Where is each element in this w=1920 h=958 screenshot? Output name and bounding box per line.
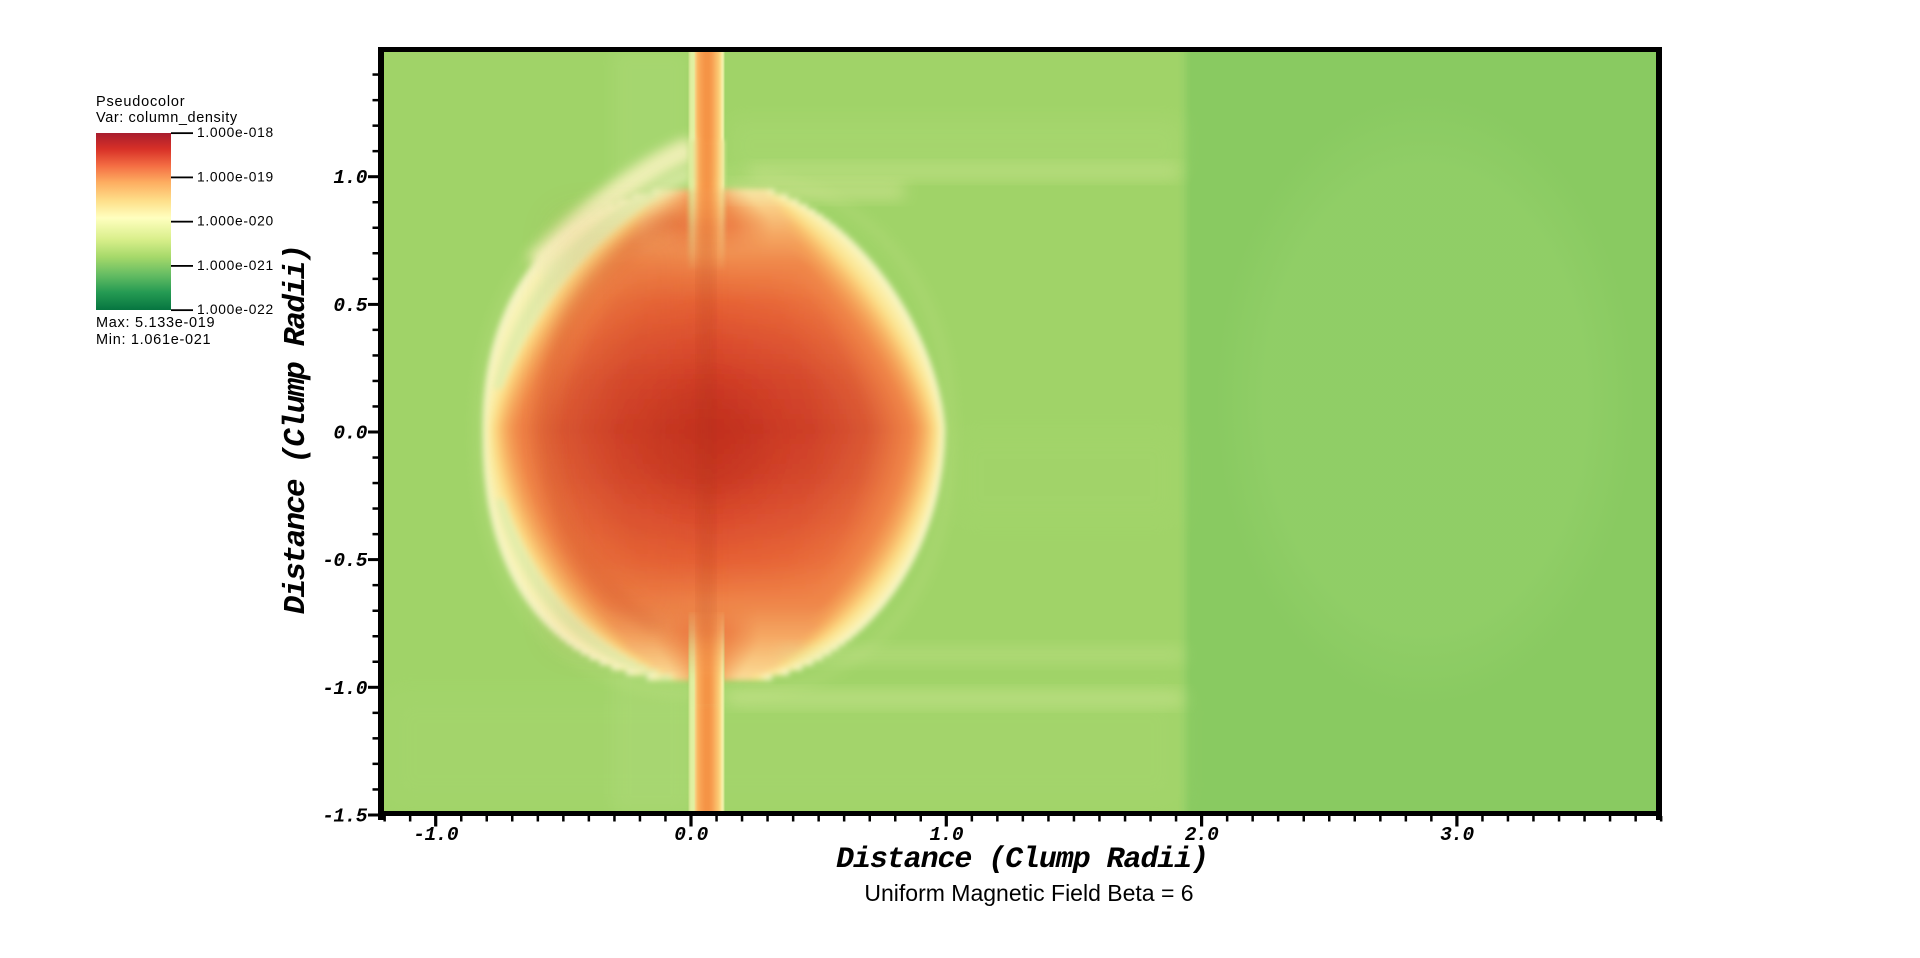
- svg-text:1.0: 1.0: [929, 824, 963, 846]
- svg-text:Min: 1.061e-021: Min: 1.061e-021: [96, 332, 211, 348]
- svg-text:0.0: 0.0: [674, 824, 708, 846]
- svg-text:Max: 5.133e-019: Max: 5.133e-019: [96, 315, 215, 331]
- svg-text:1.000e-020: 1.000e-020: [197, 214, 274, 229]
- svg-text:1.000e-018: 1.000e-018: [197, 125, 274, 140]
- svg-text:Var: column_density: Var: column_density: [96, 110, 238, 126]
- svg-text:Distance (Clump Radii): Distance (Clump Radii): [836, 843, 1208, 877]
- svg-text:1.000e-021: 1.000e-021: [197, 258, 274, 273]
- svg-text:Uniform Magnetic Field Beta =: Uniform Magnetic Field Beta = 6: [864, 880, 1193, 906]
- svg-text:-1.0: -1.0: [413, 824, 459, 846]
- svg-text:1.0: 1.0: [333, 167, 367, 189]
- svg-text:Pseudocolor: Pseudocolor: [96, 94, 185, 110]
- svg-text:-1.5: -1.5: [322, 806, 368, 828]
- svg-text:1.000e-022: 1.000e-022: [197, 302, 274, 317]
- svg-text:-1.0: -1.0: [322, 678, 368, 700]
- svg-text:3.0: 3.0: [1440, 824, 1474, 846]
- svg-text:2.0: 2.0: [1185, 824, 1219, 846]
- svg-text:0.5: 0.5: [333, 295, 367, 317]
- svg-text:1.000e-019: 1.000e-019: [197, 169, 274, 184]
- svg-text:-0.5: -0.5: [322, 550, 368, 572]
- svg-text:Distance (Clump Radii): Distance (Clump Radii): [279, 246, 314, 615]
- svg-text:0.0: 0.0: [333, 423, 367, 445]
